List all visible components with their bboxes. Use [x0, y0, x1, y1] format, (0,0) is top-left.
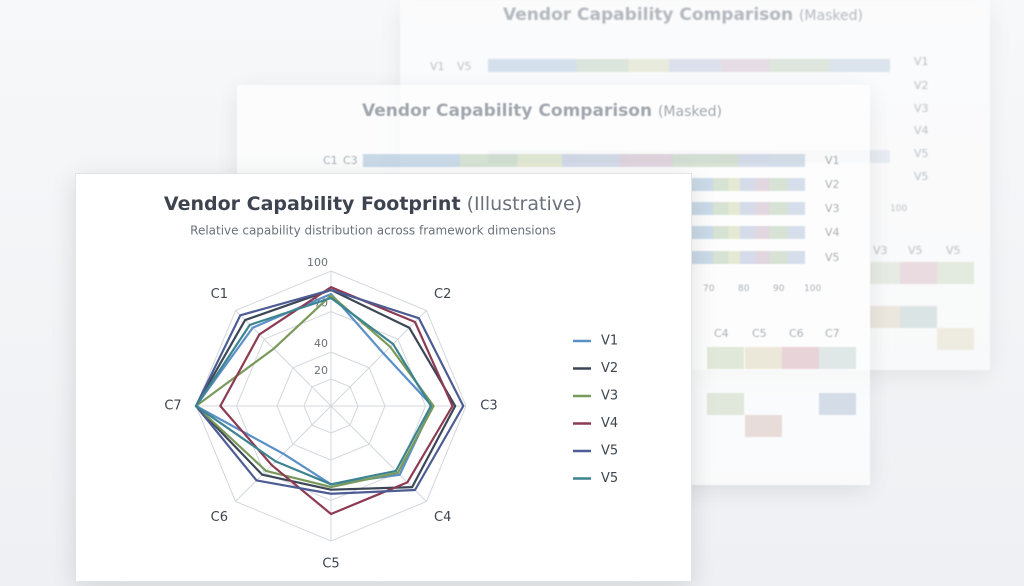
cell	[900, 262, 937, 284]
r-tick-label: 20	[314, 364, 328, 377]
label: C6	[789, 327, 804, 340]
category-label: C7	[164, 399, 181, 414]
category-label: C5	[322, 556, 339, 571]
label: V5	[914, 170, 929, 183]
label: V2	[825, 178, 840, 191]
label: C1	[323, 154, 338, 167]
label: V5	[457, 60, 472, 73]
bar	[363, 154, 805, 167]
legend-label: V5	[601, 444, 618, 459]
label: V1	[430, 60, 445, 73]
bar	[687, 226, 805, 239]
label: V5	[825, 251, 840, 264]
label: V3	[914, 102, 929, 115]
label: C5	[752, 327, 767, 340]
label: 100	[804, 284, 822, 294]
label: V2	[914, 79, 929, 92]
label: C4	[714, 327, 729, 340]
axis-spoke	[330, 310, 427, 407]
label: V5	[914, 147, 929, 160]
cell	[707, 347, 744, 369]
legend-label: V5	[601, 471, 618, 486]
legend-label: V3	[601, 389, 618, 404]
category-label: C4	[434, 510, 451, 525]
category-label: C6	[211, 510, 228, 525]
chart-subtitle: Relative capability distribution across …	[190, 224, 556, 238]
cell	[937, 328, 974, 350]
bar	[687, 202, 805, 215]
title-note: (Illustrative)	[467, 193, 583, 215]
cell	[819, 347, 856, 369]
category-label: C3	[480, 399, 497, 414]
label: V1	[914, 55, 929, 68]
category-label: C1	[211, 287, 228, 302]
series-line	[194, 296, 432, 486]
series-line	[194, 288, 465, 495]
title: Vendor Capability Comparison	[503, 5, 794, 25]
label: V5	[946, 244, 961, 257]
series-line	[194, 294, 435, 489]
bar	[687, 251, 805, 264]
label: V1	[825, 154, 840, 167]
title-note: (Masked)	[798, 8, 863, 24]
label: V4	[914, 124, 929, 137]
title: Vendor Capability Comparison	[362, 101, 653, 121]
chart-title: Vendor Capability Footprint (Illustrativ…	[164, 193, 582, 215]
label: C3	[343, 154, 358, 167]
bar	[687, 178, 805, 191]
label: 70	[703, 284, 715, 294]
cell	[707, 393, 744, 415]
series-line	[219, 286, 454, 516]
label: 100	[890, 204, 908, 214]
cell	[819, 393, 856, 415]
chart-card: Vendor Capability Footprint (Illustrativ…	[75, 173, 692, 582]
r-tick-label: 100	[307, 256, 328, 269]
axis-spoke	[330, 405, 427, 502]
axis-spoke	[235, 310, 332, 407]
cell	[937, 262, 974, 284]
cell	[870, 306, 907, 328]
card-title: Vendor Capability Comparison (Masked)	[362, 101, 722, 121]
label: 80	[738, 284, 750, 294]
cell	[782, 347, 819, 369]
label: 90	[773, 284, 785, 294]
legend-label: V1	[601, 334, 618, 349]
label: V5	[908, 244, 923, 257]
cell	[900, 306, 937, 328]
series-line	[194, 288, 457, 491]
cell	[745, 347, 782, 369]
title-note: (Masked)	[657, 104, 722, 120]
chart: Vendor Capability Footprint (Illustrativ…	[164, 193, 618, 572]
card-title: Vendor Capability Comparison (Masked)	[503, 5, 863, 25]
legend-label: V2	[601, 361, 618, 376]
cell	[745, 415, 782, 437]
label: V3	[825, 202, 840, 215]
r-tick-label: 40	[314, 337, 328, 350]
cell	[870, 262, 907, 284]
bar	[488, 59, 890, 72]
category-label: C2	[434, 287, 451, 302]
legend-label: V4	[601, 416, 618, 431]
label: V3	[873, 244, 888, 257]
label: C7	[825, 327, 840, 340]
label: V4	[825, 226, 840, 239]
title: Vendor Capability Footprint	[164, 193, 461, 215]
